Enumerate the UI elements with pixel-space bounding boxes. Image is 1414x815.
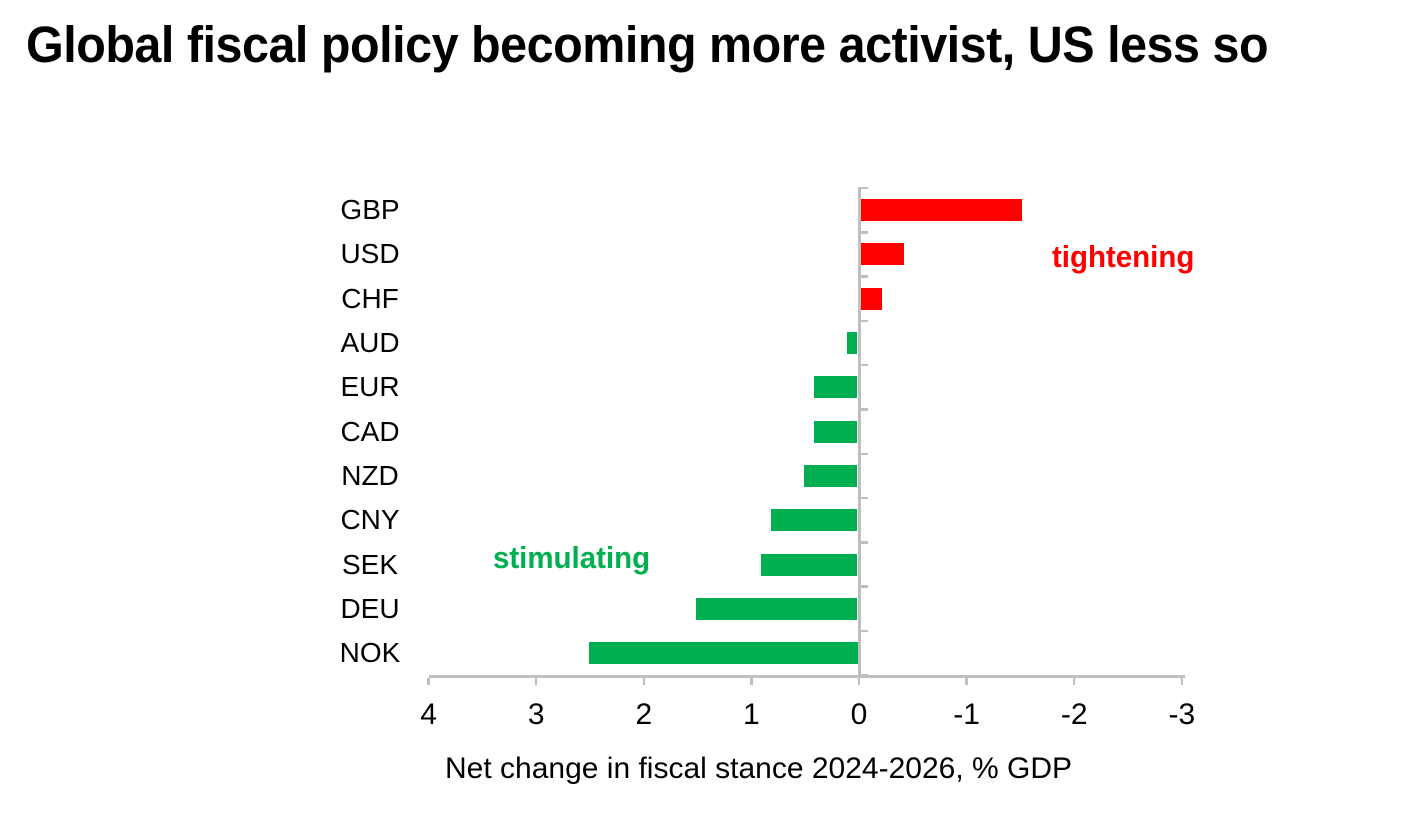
chart-title: Global fiscal policy becoming more activ… xyxy=(26,16,1269,73)
x-axis-tick xyxy=(534,678,538,685)
zero-axis-line xyxy=(857,186,861,679)
x-axis-tick xyxy=(1180,678,1184,685)
category-axis-tick xyxy=(860,408,868,411)
category-axis-tick xyxy=(860,319,868,323)
x-axis-line xyxy=(428,675,1185,679)
category-label: CNY xyxy=(340,504,400,536)
category-axis-tick xyxy=(860,452,868,456)
category-axis-tick xyxy=(860,275,868,278)
category-axis-tick xyxy=(860,496,868,500)
category-axis-tick xyxy=(860,231,868,234)
x-tick-label: 4 xyxy=(420,698,437,731)
category-label: USD xyxy=(340,238,400,270)
x-tick-label: 1 xyxy=(743,698,760,731)
bar xyxy=(760,553,858,576)
bar xyxy=(860,243,904,266)
category-label: CHF xyxy=(341,282,399,314)
bar xyxy=(814,376,858,399)
x-axis-tick xyxy=(642,678,646,685)
x-axis-title: Net change in fiscal stance 2024-2026, %… xyxy=(445,752,1073,785)
x-axis-tick xyxy=(750,678,753,685)
bar xyxy=(846,332,858,355)
category-label: NZD xyxy=(341,459,399,491)
category-label: AUD xyxy=(340,327,400,359)
bar xyxy=(860,287,883,310)
category-label: EUR xyxy=(340,371,400,403)
category-axis-tick xyxy=(860,363,868,367)
x-axis-tick xyxy=(1072,678,1076,685)
x-axis-tick xyxy=(857,678,861,685)
x-tick-label: 2 xyxy=(635,698,653,731)
category-axis-tick xyxy=(860,186,868,190)
x-tick-label: -3 xyxy=(1168,698,1196,731)
bar xyxy=(803,464,858,487)
bar xyxy=(814,420,858,443)
bar xyxy=(771,509,858,532)
category-label: CAD xyxy=(340,415,400,447)
x-tick-label: 0 xyxy=(850,698,868,731)
category-label: SEK xyxy=(341,548,399,580)
category-axis-tick xyxy=(860,585,868,588)
annotation-stimulating: stimulating xyxy=(493,540,651,575)
category-label: NOK xyxy=(339,637,401,669)
bar xyxy=(860,199,1022,222)
x-tick-label: -2 xyxy=(1060,698,1088,731)
category-label: DEU xyxy=(340,592,400,624)
x-axis-tick xyxy=(427,678,430,685)
x-tick-label: -1 xyxy=(953,698,980,731)
bar xyxy=(696,597,858,620)
x-axis-tick xyxy=(965,678,968,685)
x-tick-label: 3 xyxy=(527,698,545,731)
category-axis-tick xyxy=(860,629,868,633)
bar xyxy=(588,642,858,665)
category-label: GBP xyxy=(340,194,400,226)
category-axis-tick xyxy=(860,541,868,544)
annotation-tightening: tightening xyxy=(1052,239,1195,274)
